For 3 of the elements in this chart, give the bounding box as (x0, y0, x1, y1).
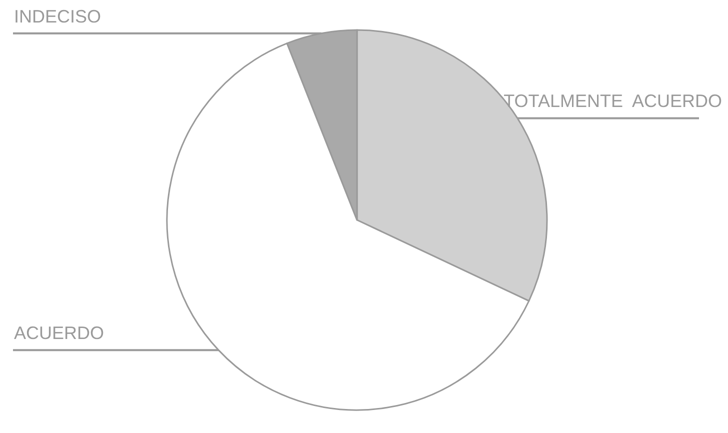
slice-label: TOTALMENTE ACUERDO (504, 91, 722, 112)
slice-label: INDECISO (14, 6, 102, 26)
slice-label: ACUERDO (14, 323, 104, 344)
